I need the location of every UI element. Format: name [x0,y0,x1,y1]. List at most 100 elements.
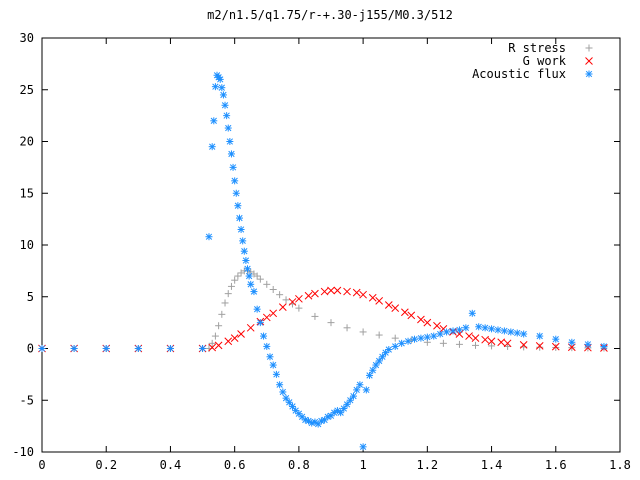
legend-marker [585,44,593,52]
acoustic-flux-point [232,189,240,197]
r-stress-point [211,332,219,340]
data-marks [38,71,608,451]
y-tick-label: 15 [20,186,34,200]
acoustic-flux-point [253,305,261,313]
acoustic-flux-point [378,353,386,361]
acoustic-flux-point [221,101,229,109]
acoustic-flux-point [346,396,354,404]
acoustic-flux-point [462,324,470,332]
r-stress-point [455,340,463,348]
acoustic-flux-point [362,386,370,394]
g-work-point [551,342,560,351]
g-work-point [519,341,528,349]
acoustic-flux-point [507,328,515,336]
acoustic-flux-point [372,361,380,369]
acoustic-flux-point [219,91,227,99]
legend-label: Acoustic flux [472,67,566,81]
acoustic-flux-point [239,237,247,245]
x-tick-label: 0.8 [288,458,310,472]
axis-ticks: 0 0.2 0.4 0.6 0.8 1 1.2 1.4 1.6 1.8 -10 -5 0 5 10 15 20 2… [12,31,631,472]
g-work-point [352,288,361,297]
g-work-point [278,303,287,311]
x-tick-label: 1.8 [609,458,631,472]
g-work-point [327,286,335,295]
acoustic-flux-point [552,335,560,343]
g-work-point [320,287,329,296]
acoustic-flux-point [242,257,250,265]
r-stress-point [227,282,235,290]
y-tick-label: 25 [20,83,34,97]
r-stress-point [253,272,261,280]
g-work-point [288,298,297,306]
acoustic-flux-point [340,405,348,413]
r-stress-point [472,341,479,349]
r-stress-point [359,328,367,336]
g-work-point [208,343,217,352]
g-work-point [481,335,489,344]
g-work-point [359,290,367,299]
acoustic-flux-point [208,143,216,151]
g-work-point [368,293,377,302]
acoustic-flux-point [423,333,431,341]
acoustic-flux-point [481,324,489,332]
g-work-point [269,309,278,318]
acoustic-flux-point [391,342,399,350]
acoustic-flux-point [279,388,287,396]
acoustic-flux-point [285,398,293,406]
acoustic-flux-point [134,345,142,352]
r-stress-point [221,299,229,307]
acoustic-flux-point [385,346,393,354]
acoustic-flux-point [205,233,213,241]
acoustic-flux-point [210,117,218,125]
acoustic-flux-point [337,409,345,417]
r-stress-point [343,324,351,332]
r-stress-point [208,339,216,347]
r-stress-point [391,334,399,342]
g-work-point [224,337,233,346]
acoustic-flux-point [231,177,239,185]
g-work-point [497,338,506,347]
g-work-point [384,301,393,309]
acoustic-flux-point [234,202,242,210]
acoustic-flux-point [349,392,357,400]
acoustic-flux-point [417,334,425,342]
g-work-point [214,341,223,350]
g-work-point [391,304,400,312]
acoustic-flux-point [250,288,258,296]
acoustic-flux-point [223,112,231,120]
acoustic-flux-point [211,83,219,91]
acoustic-flux-point [226,138,234,145]
y-tick-label: 10 [20,238,34,252]
r-stress-point [218,310,226,318]
acoustic-flux-point [500,327,508,335]
g-work-point [401,308,409,317]
acoustic-flux-point [245,272,253,280]
acoustic-flux-point [256,319,264,327]
acoustic-flux-point [369,366,377,374]
acoustic-flux-point [70,345,78,352]
x-tick-label: 1.2 [416,458,438,472]
y-tick-label: 30 [20,31,34,45]
y-tick-label: 5 [27,290,34,304]
acoustic-flux-point [288,402,296,410]
r-stress-point [375,331,383,339]
g-work-point [333,286,342,295]
g-work-point [304,291,313,300]
g-work-point [407,311,416,320]
x-tick-label: 1 [359,458,366,472]
acoustic-flux-point [199,345,207,352]
acoustic-flux-point [375,357,383,365]
acoustic-flux-point [272,370,280,378]
x-tick-label: 0.4 [160,458,182,472]
acoustic-flux-point [244,265,252,273]
x-tick-label: 0.2 [95,458,117,472]
chart-title: m2/n1.5/q1.75/r-+.30-j155/M0.3/512 [207,8,453,22]
acoustic-flux-point [260,332,268,340]
r-stress-point [234,272,242,280]
g-work-point [535,342,544,350]
y-tick-label: 20 [20,135,34,149]
acoustic-flux-point [449,327,457,335]
y-tick-label: 0 [27,342,34,356]
